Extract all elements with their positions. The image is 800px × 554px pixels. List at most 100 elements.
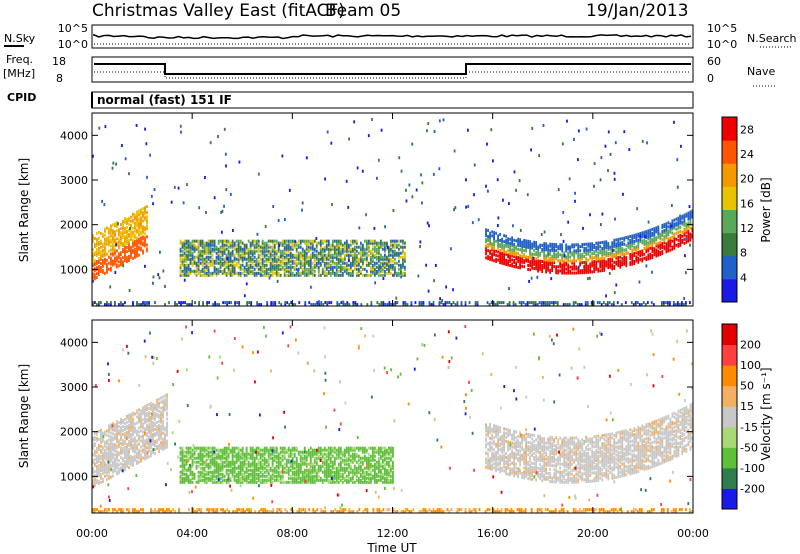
heatmap-cell	[673, 120, 675, 124]
heatmap-cell	[92, 236, 94, 240]
heatmap-cell	[146, 440, 148, 444]
heatmap-cell	[225, 243, 228, 247]
heatmap-cell	[221, 253, 224, 257]
heatmap-cell	[148, 449, 150, 453]
heatmap-cell	[617, 252, 620, 256]
heatmap-cell	[485, 246, 487, 250]
heatmap-cell	[621, 261, 624, 265]
heatmap-cell	[561, 269, 564, 273]
heatmap-cell	[325, 245, 328, 249]
heatmap-cell	[138, 442, 140, 446]
heatmap-cell	[233, 468, 236, 472]
heatmap-cell	[511, 240, 513, 244]
heatmap-cell	[363, 247, 366, 251]
heatmap-cell	[150, 452, 152, 456]
heatmap-cell	[501, 255, 503, 259]
heatmap-cell	[492, 508, 495, 512]
heatmap-cell	[355, 241, 358, 245]
heatmap-cell	[651, 243, 654, 247]
heatmap-cell	[114, 469, 116, 473]
heatmap-cell	[112, 245, 114, 249]
heatmap-cell	[211, 271, 214, 275]
heatmap-cell	[132, 256, 134, 260]
heatmap-cell	[156, 426, 158, 430]
heatmap-cell	[128, 248, 130, 252]
heatmap-cell	[287, 241, 290, 245]
heatmap-cell	[249, 265, 252, 269]
heatmap-cell	[219, 239, 222, 243]
heatmap-cell	[319, 253, 322, 257]
heatmap-cell	[232, 510, 235, 514]
heatmap-cell	[227, 456, 230, 460]
heatmap-cell	[290, 301, 293, 305]
heatmap-cell	[377, 158, 380, 162]
heatmap-cell	[339, 251, 342, 255]
heatmap-cell	[150, 405, 152, 409]
heatmap-cell	[128, 461, 130, 465]
heatmap-cell	[361, 259, 364, 263]
heatmap-cell	[237, 257, 240, 261]
heatmap-cell	[523, 241, 526, 245]
heatmap-cell	[317, 257, 320, 261]
heatmap-cell	[326, 130, 329, 134]
heatmap-cell	[122, 443, 124, 447]
heatmap-cell	[540, 303, 543, 307]
heatmap-cell	[323, 253, 326, 257]
heatmap-cell	[142, 213, 144, 217]
heatmap-cell	[132, 230, 134, 234]
heatmap-cell	[323, 247, 326, 251]
heatmap-cell	[309, 265, 312, 269]
freq-tick-high: 18	[52, 55, 66, 68]
heatmap-cell	[351, 273, 354, 277]
heatmap-cell	[189, 251, 192, 255]
heatmap-cell	[128, 172, 130, 176]
heatmap-cell	[683, 229, 686, 233]
heatmap-cell	[313, 273, 316, 277]
heatmap-cell	[112, 229, 114, 233]
heatmap-cell	[138, 217, 140, 221]
heatmap-cell	[325, 253, 328, 257]
heatmap-cell	[242, 510, 245, 514]
heatmap-cell	[215, 452, 218, 456]
heatmap-cell	[645, 248, 648, 252]
heatmap-cell	[499, 239, 501, 243]
heatmap-cell	[138, 418, 140, 422]
heatmap-cell	[336, 301, 339, 305]
heatmap-cell	[142, 508, 144, 512]
heatmap-cell	[385, 255, 388, 259]
heatmap-cell	[215, 259, 218, 263]
heatmap-cell	[116, 257, 118, 261]
heatmap-cell	[649, 242, 652, 246]
heatmap-cell	[118, 238, 120, 242]
heatmap-cell	[126, 448, 128, 452]
heatmap-cell	[265, 263, 268, 267]
heatmap-cell	[191, 241, 194, 245]
heatmap-cell	[521, 246, 524, 250]
heatmap-cell	[567, 269, 570, 273]
heatmap-cell	[422, 510, 425, 514]
heatmap-cell	[199, 478, 202, 482]
heatmap-cell	[181, 462, 184, 466]
heatmap-cell	[227, 462, 230, 466]
heatmap-cell	[687, 225, 690, 229]
heatmap-cell	[205, 241, 208, 245]
heatmap-cell	[243, 267, 246, 271]
heatmap-cell	[406, 508, 409, 512]
heatmap-cell	[187, 271, 190, 275]
heatmap-cell	[426, 221, 429, 225]
heatmap-cell	[217, 251, 220, 255]
heatmap-cell	[299, 251, 302, 255]
heatmap-cell	[394, 261, 396, 265]
heatmap-cell	[205, 251, 208, 255]
heatmap-cell	[577, 247, 580, 251]
heatmap-cell	[271, 239, 274, 243]
heatmap-cell	[162, 419, 164, 423]
heatmap-cell	[633, 262, 636, 266]
heatmap-cell	[523, 239, 526, 243]
heatmap-cell	[563, 251, 566, 255]
heatmap-cell	[279, 243, 282, 247]
heatmap-cell	[301, 201, 304, 205]
heatmap-cell	[138, 426, 140, 430]
heatmap-cell	[593, 252, 596, 256]
heatmap-cell	[613, 252, 616, 256]
